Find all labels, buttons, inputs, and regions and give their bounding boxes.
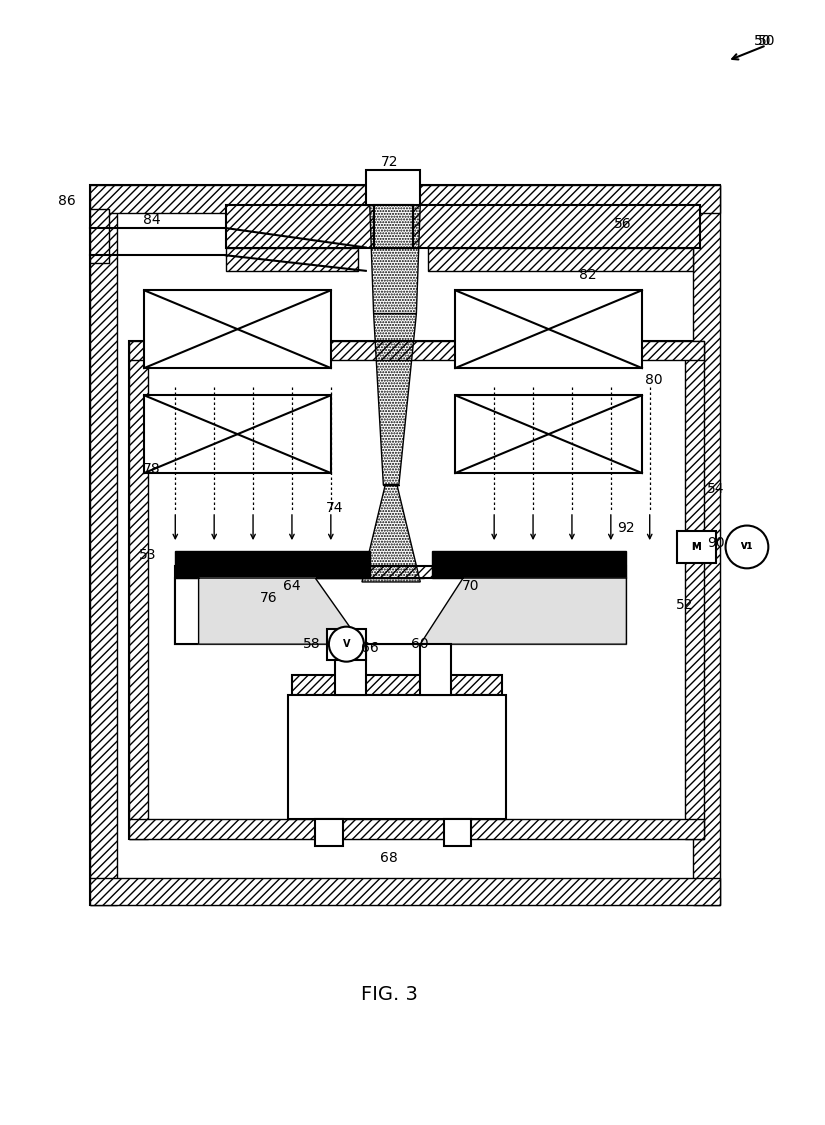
Bar — [129, 341, 705, 838]
Text: 53: 53 — [139, 548, 157, 561]
Text: 70: 70 — [462, 579, 479, 593]
Bar — [226, 205, 700, 248]
Bar — [129, 341, 148, 838]
Text: 92: 92 — [618, 521, 635, 534]
Polygon shape — [420, 578, 626, 645]
Bar — [144, 395, 331, 472]
Text: 84: 84 — [143, 214, 161, 227]
Text: 90: 90 — [707, 536, 724, 550]
Text: 58: 58 — [303, 637, 320, 651]
Bar — [365, 170, 420, 205]
Text: 82: 82 — [578, 268, 596, 281]
Bar — [292, 675, 502, 695]
Text: 64: 64 — [283, 579, 301, 593]
Bar — [129, 819, 705, 838]
Bar — [90, 186, 719, 213]
Text: V1: V1 — [741, 542, 753, 551]
Text: M: M — [691, 542, 701, 552]
Bar — [315, 819, 342, 846]
Bar — [420, 645, 451, 695]
Bar — [444, 819, 471, 846]
Polygon shape — [199, 578, 362, 645]
Bar — [455, 290, 642, 368]
Bar — [374, 205, 412, 248]
Text: 72: 72 — [380, 155, 398, 169]
Text: 76: 76 — [260, 591, 277, 604]
Text: 54: 54 — [707, 482, 724, 496]
Text: V: V — [342, 639, 350, 649]
Text: 56: 56 — [614, 217, 631, 231]
Bar — [175, 566, 626, 645]
Bar — [90, 186, 117, 904]
Text: 74: 74 — [326, 501, 343, 515]
Bar — [428, 248, 692, 271]
Bar — [90, 208, 109, 263]
Text: 52: 52 — [676, 598, 694, 612]
Text: V1: V1 — [741, 542, 753, 551]
Circle shape — [329, 627, 364, 662]
Text: 66: 66 — [361, 641, 379, 655]
Bar — [175, 578, 626, 645]
Bar — [692, 186, 719, 904]
Bar — [685, 341, 705, 838]
Bar — [455, 395, 642, 472]
Bar — [90, 878, 719, 904]
Bar — [432, 551, 626, 578]
Text: 86: 86 — [58, 193, 75, 208]
Bar — [226, 248, 358, 271]
Bar — [144, 290, 331, 368]
Bar — [288, 695, 506, 819]
Text: FIG. 3: FIG. 3 — [361, 984, 417, 1004]
Text: 78: 78 — [143, 462, 161, 476]
Text: M: M — [691, 542, 701, 552]
Circle shape — [725, 525, 768, 568]
Text: 50: 50 — [754, 35, 771, 48]
Text: 60: 60 — [412, 637, 429, 651]
Text: 68: 68 — [380, 850, 398, 865]
Bar — [677, 531, 716, 562]
Bar — [335, 645, 365, 695]
Text: 50: 50 — [757, 35, 776, 48]
Text: 80: 80 — [645, 372, 662, 387]
Bar — [129, 341, 705, 360]
Bar — [327, 629, 365, 659]
Bar — [175, 551, 370, 578]
Bar — [90, 186, 719, 904]
